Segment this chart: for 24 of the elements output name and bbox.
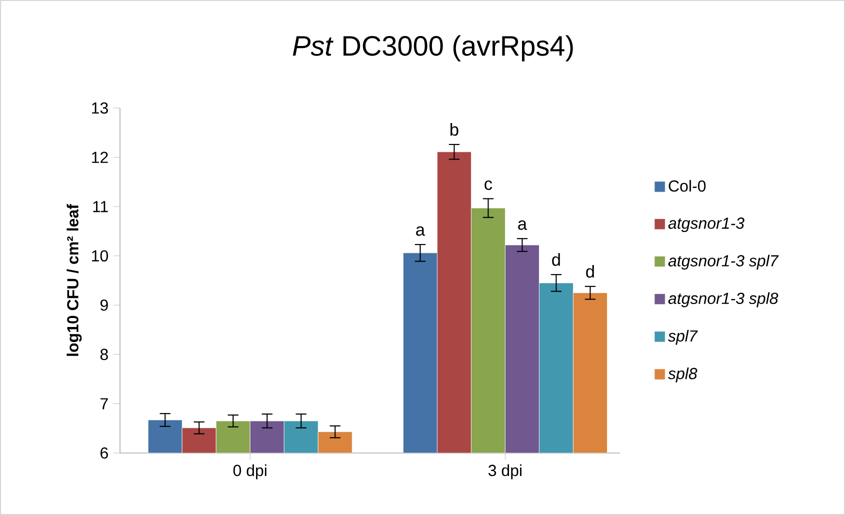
y-tick-label: 12 [92,152,108,163]
legend-label: atgsnor1-3 [668,218,744,232]
y-tick-label: 11 [93,201,108,212]
x-tick-label: 0 dpi [233,464,266,480]
y-tick-label: 8 [100,348,108,360]
legend-label: atgsnor1-3 spl7 [668,254,779,270]
legend-label: spl7 [668,330,698,345]
legend-label: Col-0 [668,180,706,192]
y-tick-label: 13 [92,102,108,114]
chart-title: Pst DC3000 (avrRps4) [292,35,573,62]
y-tick-label: 9 [100,299,108,311]
annotation: a [416,226,426,236]
legend-label: spl8 [668,367,698,382]
annotation: d [552,253,560,266]
legend-label: atgsnor1-3 spl8 [668,292,778,308]
annotation: a [518,220,528,230]
annotation: b [450,123,458,136]
y-tick-label: 7 [100,398,108,410]
annotation: c [484,180,492,190]
annotation: d [586,264,594,278]
y-axis-title: log10 CFU / cm² leaf [66,204,82,356]
y-tick-label: 6 [100,447,108,459]
y-tick-label: 10 [92,250,108,262]
x-tick-label: 3 dpi [488,464,522,480]
